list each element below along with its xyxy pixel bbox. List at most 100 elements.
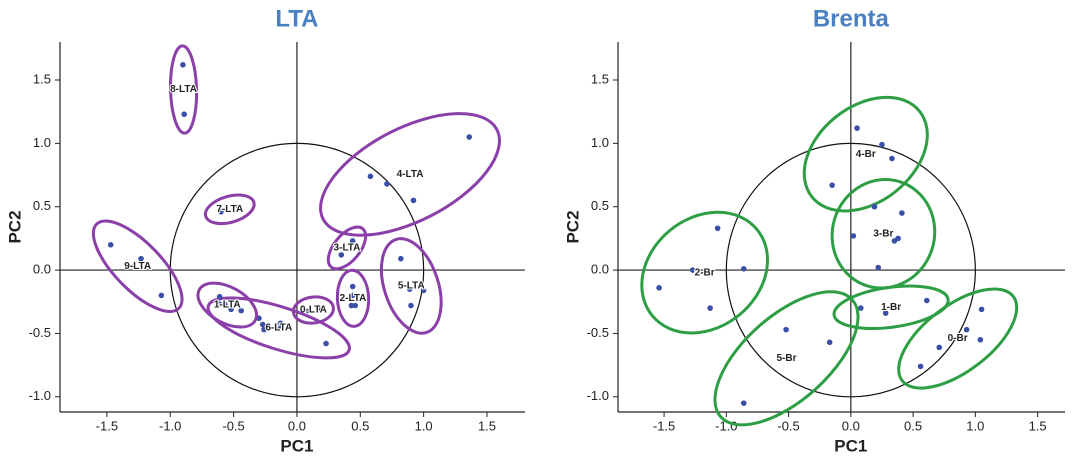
y-tick-label: 0.0 <box>33 262 51 277</box>
point <box>138 255 144 262</box>
point <box>305 307 312 314</box>
y-tick-label: 1.5 <box>33 71 51 86</box>
point <box>235 203 242 210</box>
cluster-ellipse <box>291 295 335 325</box>
y-tick-label: 1.5 <box>591 71 609 86</box>
point <box>714 225 721 232</box>
point <box>216 293 223 300</box>
point <box>689 267 696 273</box>
point <box>854 125 860 131</box>
point <box>349 238 356 244</box>
point <box>277 325 284 332</box>
point <box>259 321 266 328</box>
cluster-label: 8-LTA <box>170 84 197 95</box>
point <box>352 302 359 309</box>
point <box>829 182 835 188</box>
chart-title: Brenta <box>813 5 890 32</box>
y-tick-label: 0.5 <box>591 198 609 213</box>
point <box>936 344 943 351</box>
point <box>238 307 244 314</box>
cluster-label: 3-LTA <box>334 243 361 254</box>
point <box>857 305 864 311</box>
point <box>406 286 413 292</box>
cluster-ellipse <box>832 284 950 330</box>
cluster-ellipse <box>713 290 860 427</box>
cluster-label: 5-LTA <box>398 281 425 292</box>
point <box>850 233 857 239</box>
point <box>398 255 404 262</box>
point <box>895 235 901 242</box>
x-tick-label: -1.0 <box>715 418 737 433</box>
x-tick-label: 0.0 <box>842 418 860 433</box>
point <box>221 301 228 308</box>
point <box>181 111 187 118</box>
point <box>963 326 970 333</box>
cluster-ellipse <box>168 44 199 135</box>
point <box>158 292 165 299</box>
point <box>740 400 747 406</box>
y-tick-label: 1.0 <box>591 135 609 150</box>
point <box>917 363 924 370</box>
point <box>978 306 985 313</box>
cluster-label: 9-LTA <box>124 261 151 272</box>
scatter-panel: LTA PC1 PC2 -1.5 -1.0 -0.5 0.0 0.5 1.0 1.5 -1.0 -0.… <box>5 5 525 455</box>
point <box>349 292 356 299</box>
y-axis-label: PC2 <box>563 210 582 243</box>
cluster-label: 6-LTA <box>265 323 292 334</box>
point <box>977 336 984 343</box>
x-axis-label: PC1 <box>280 436 313 455</box>
cluster-label: 4-Br <box>856 149 876 160</box>
x-tick-label: 1.5 <box>478 418 496 433</box>
cluster-ellipse <box>319 112 501 237</box>
y-tick-label: -1.0 <box>29 388 51 403</box>
point <box>656 285 662 291</box>
x-tick-label: 1.0 <box>966 418 984 433</box>
point <box>218 208 224 215</box>
cluster-label: 4-LTA <box>397 169 424 180</box>
cluster-ellipse <box>196 281 258 329</box>
point <box>384 181 390 187</box>
cluster-label: 2-LTA <box>340 293 367 304</box>
chart-title: LTA <box>275 5 318 32</box>
x-tick-label: -1.5 <box>96 418 118 433</box>
point <box>277 320 284 327</box>
x-axis-label: PC1 <box>834 436 867 455</box>
y-tick-label: -0.5 <box>29 325 51 340</box>
point <box>826 339 833 346</box>
cluster-ellipse <box>640 210 770 335</box>
unit-circle <box>725 142 976 398</box>
point <box>180 62 186 68</box>
x-tick-label: 0.0 <box>288 418 306 433</box>
cluster-label: 5-Br <box>776 353 796 364</box>
cluster-label: 1-Br <box>881 302 901 313</box>
cluster-ellipse <box>203 193 256 226</box>
y-tick-label: -1.0 <box>587 388 609 403</box>
scatter-panel: Brenta PC1 PC2 -1.5 -1.0 -0.5 0.0 0.5 1.0 1.5 -1.0… <box>563 5 1065 455</box>
point <box>466 134 473 140</box>
y-tick-label: 0.0 <box>591 262 609 277</box>
point <box>420 287 427 294</box>
y-tick-label: 1.0 <box>33 135 51 150</box>
point <box>367 173 374 180</box>
point <box>899 210 905 216</box>
point <box>875 264 882 271</box>
point <box>882 310 889 316</box>
cluster-ellipse <box>802 95 929 213</box>
point <box>261 326 267 333</box>
cluster-ellipse <box>206 296 351 360</box>
cluster-ellipse <box>379 237 443 335</box>
x-tick-label: -0.5 <box>222 418 244 433</box>
point <box>349 283 356 290</box>
x-tick-label: 0.5 <box>351 418 369 433</box>
point <box>228 306 234 313</box>
cluster-label: 0-Br <box>948 333 968 344</box>
point <box>740 266 747 272</box>
cluster-ellipse <box>335 268 371 328</box>
cluster-label: 2-Br <box>695 267 715 278</box>
point <box>707 305 713 311</box>
cluster-label: 3-Br <box>873 228 893 239</box>
point <box>879 141 885 148</box>
x-tick-label: 1.0 <box>415 418 433 433</box>
point <box>323 340 329 347</box>
